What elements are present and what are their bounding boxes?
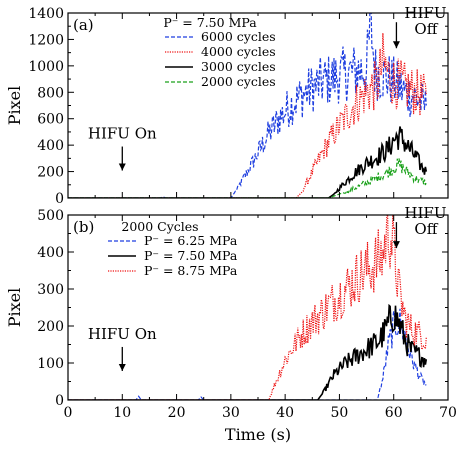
x-tick-label: 20 [168, 405, 186, 421]
y-tick-label: 1200 [28, 32, 64, 48]
x-tick-label: 50 [331, 405, 349, 421]
y-tick-label: 600 [37, 112, 64, 128]
y-axis-label: Pixel [5, 86, 24, 126]
y-tick-label: 300 [37, 282, 64, 298]
annotation-hifu-off-line2: Off [414, 220, 438, 238]
panel-label: (b) [73, 218, 94, 236]
x-tick-label: 70 [439, 405, 457, 421]
legend-entry: 3000 cycles [201, 59, 276, 74]
legend-entry: 6000 cycles [201, 29, 276, 44]
arrow-head [392, 241, 400, 249]
x-tick-label: 40 [276, 405, 294, 421]
legend-entry: P⁻ = 6.25 MPa [144, 233, 238, 248]
legend-entry: P⁻ = 7.50 MPa [144, 248, 238, 263]
y-tick-label: 500 [37, 208, 64, 224]
panel-label: (a) [73, 16, 94, 34]
legend-entry: 4000 cycles [201, 44, 276, 59]
y-axis-label: Pixel [5, 288, 24, 328]
series-line-2 [68, 126, 428, 198]
panel-b: 0 100 200 300 400 500 0 10 20 30 40 50 60 70 Pixel Time… [5, 204, 457, 444]
x-axis-label: Time (s) [225, 425, 291, 444]
arrow-head [118, 363, 126, 371]
series-line-2 [68, 215, 427, 400]
legend-entry: 2000 cycles [201, 74, 276, 89]
y-tick-label: 0 [55, 191, 64, 207]
x-tick-label: 0 [64, 405, 73, 421]
series-group [68, 13, 428, 198]
y-tick-label: 1400 [28, 6, 64, 22]
y-tick-label: 100 [37, 356, 64, 372]
series-group [68, 215, 428, 400]
series-line-1 [68, 303, 428, 400]
annotation-hifu-off: HIFU [404, 204, 446, 222]
arrow-head [392, 41, 400, 49]
annotation-hifu-on: HIFU On [88, 325, 157, 343]
y-tick-label: 800 [37, 85, 64, 101]
arrow-head [118, 163, 126, 171]
legend-title: P⁻ = 7.50 MPa [163, 15, 257, 30]
y-tick-label: 400 [37, 138, 64, 154]
legend-entry: P⁻ = 8.75 MPa [144, 263, 238, 278]
y-tick-label: 0 [55, 393, 64, 409]
y-tick-label: 200 [37, 165, 64, 181]
legend-title: 2000 Cycles [121, 219, 198, 234]
x-tick-label: 60 [385, 405, 403, 421]
plot-frame [67, 214, 449, 401]
y-tick-label: 1000 [28, 59, 64, 75]
y-tick-label: 200 [37, 319, 64, 335]
panel-a: 0 200 400 600 800 1000 1200 1400 Pixel (a) P⁻ = 7.… [5, 4, 449, 207]
x-tick-label: 30 [222, 405, 240, 421]
annotation-hifu-on: HIFU On [88, 125, 157, 143]
series-line-0 [68, 13, 427, 198]
x-tick-label: 10 [113, 405, 131, 421]
y-tick-label: 400 [37, 245, 64, 261]
annotation-hifu-off: HIFU [404, 4, 446, 22]
series-line-3 [68, 158, 427, 198]
annotation-hifu-off-line2: Off [414, 20, 438, 38]
